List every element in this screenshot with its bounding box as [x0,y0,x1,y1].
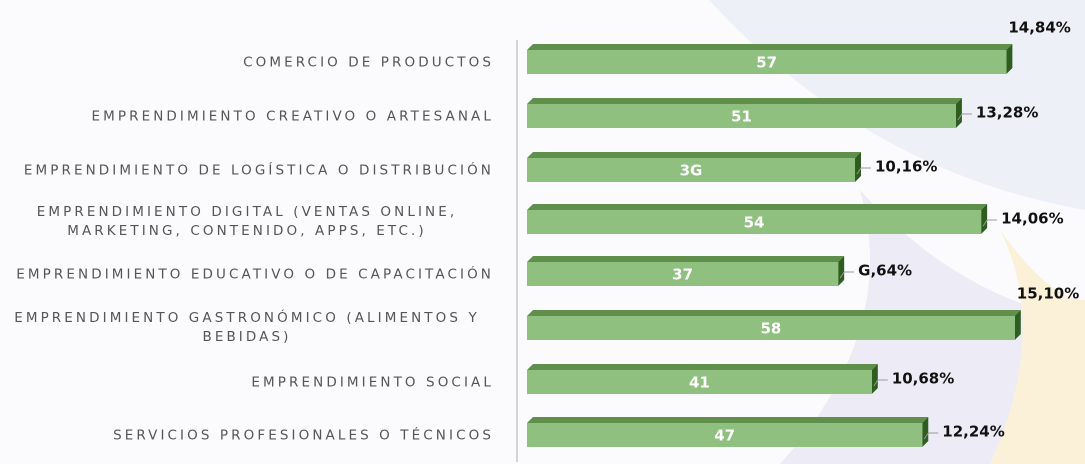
value-label: 41 [689,374,710,392]
leader-line [982,219,998,227]
percent-label: 15,10% [1017,285,1079,303]
bar [527,417,929,447]
leader-line [856,167,871,175]
category-label: EMPRENDIMIENTO EDUCATIVO O DE CAPACITACI… [16,266,494,283]
category-label-box: EMPRENDIMIENTO SOCIAL [0,372,494,393]
bar-side [922,417,929,447]
bar [527,204,988,234]
category-label: EMPRENDIMIENTO DIGITAL (VENTAS ONLINE, M… [36,204,458,239]
leader-line [873,379,888,387]
category-label-box: COMERCIO DE PRODUCTOS [0,52,494,73]
bar-side [1014,310,1021,340]
category-label: EMPRENDIMIENTO SOCIAL [251,374,494,391]
percent-label: 14,84% [1008,19,1070,37]
value-label: 37 [672,266,693,284]
category-label-box: EMPRENDIMIENTO EDUCATIVO O DE CAPACITACI… [0,264,494,285]
leader-line [923,432,939,440]
value-label: 51 [731,108,752,126]
bar-side [955,98,962,128]
leader-line [957,113,972,121]
category-label: EMPRENDIMIENTO DE LOGÍSTICA O DISTRIBUCI… [23,162,494,179]
bar-front [527,262,839,286]
bar-top [527,417,929,423]
category-label-box: EMPRENDIMIENTO DIGITAL (VENTAS ONLINE, M… [0,203,494,241]
category-label-box: SERVICIOS PROFESIONALES O TÉCNICOS [0,425,494,446]
bar-top [527,98,962,104]
bar [527,364,878,394]
category-label: EMPRENDIMIENTO GASTRONÓMICO (ALIMENTOS Y… [14,310,480,345]
percent-label: 12,24% [942,423,1004,441]
bar-side [838,256,845,286]
value-label: 58 [760,320,781,338]
bar-front [527,104,956,128]
category-label: COMERCIO DE PRODUCTOS [243,54,494,71]
bar-side [871,364,878,394]
bar-top [527,152,861,158]
bar-side [981,204,988,234]
value-label: 47 [714,427,735,445]
percent-label: 10,16% [875,158,937,176]
bar-top [527,256,845,262]
category-label: EMPRENDIMIENTO CREATIVO O ARTESANAL [91,108,494,125]
bar-front [527,210,982,234]
value-label: 54 [744,214,765,232]
category-label-box: EMPRENDIMIENTO GASTRONÓMICO (ALIMENTOS Y… [0,309,494,347]
value-label: 3G [680,162,703,180]
bar [527,256,845,286]
bar [527,152,861,182]
bar-top [527,364,878,370]
bar-front [527,316,1015,340]
leader-line [839,271,855,279]
category-label: SERVICIOS PROFESIONALES O TÉCNICOS [113,427,494,444]
percent-label: G,64% [858,262,912,280]
value-label: 57 [756,54,777,72]
background-shape [990,230,1085,464]
bar-side [1006,44,1013,74]
bar-front [527,423,923,447]
bar [527,310,1021,340]
bar-side [854,152,861,182]
bar [527,44,1013,74]
bar-front [527,370,872,394]
percent-label: 10,68% [892,370,954,388]
bar-top [527,310,1021,316]
bar-front [527,50,1007,74]
bar-top [527,44,1013,50]
category-label-box: EMPRENDIMIENTO CREATIVO O ARTESANAL [0,106,494,127]
bar-front [527,158,855,182]
category-label-box: EMPRENDIMIENTO DE LOGÍSTICA O DISTRIBUCI… [0,160,494,181]
bar-top [527,204,988,210]
percent-label: 14,06% [1001,210,1063,228]
bar [527,98,962,128]
percent-label: 13,28% [976,104,1038,122]
